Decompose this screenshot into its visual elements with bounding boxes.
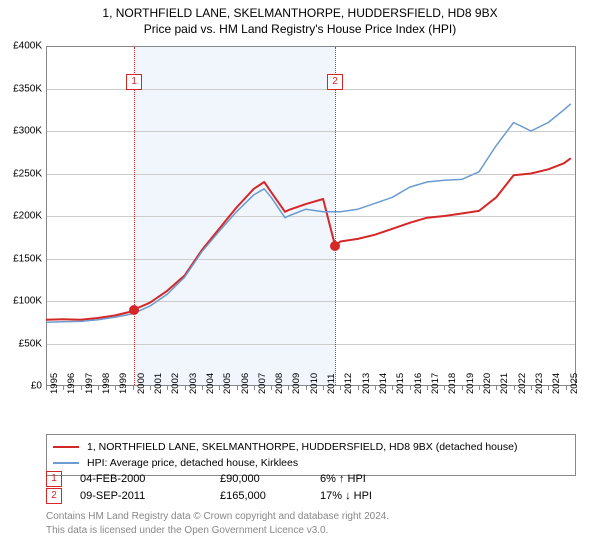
x-tick [392, 386, 393, 390]
y-axis-label: £350K [0, 83, 42, 94]
transaction-row: 2 09-SEP-2011 £165,000 17% ↓ HPI [46, 487, 576, 504]
y-axis-label: £300K [0, 126, 42, 137]
transaction-date: 09-SEP-2011 [80, 490, 220, 502]
transaction-marker-box: 1 [46, 471, 62, 487]
y-axis-label: £100K [0, 296, 42, 307]
x-tick [133, 386, 134, 390]
legend-label: 1, NORTHFIELD LANE, SKELMANTHORPE, HUDDE… [87, 441, 517, 453]
x-tick [63, 386, 64, 390]
x-tick [237, 386, 238, 390]
transaction-delta: 17% ↓ HPI [320, 490, 500, 502]
price-vs-hpi-chart: £0£50K£100K£150K£200K£250K£300K£350K£400… [46, 46, 576, 386]
arrow-up-icon: ↑ [339, 473, 345, 485]
x-tick [202, 386, 203, 390]
x-tick [323, 386, 324, 390]
transaction-date: 04-FEB-2000 [80, 473, 220, 485]
y-axis-label: £0 [0, 381, 42, 392]
title-line-1: 1, NORTHFIELD LANE, SKELMANTHORPE, HUDDE… [0, 6, 600, 20]
x-tick [479, 386, 480, 390]
legend-item: HPI: Average price, detached house, Kirk… [53, 455, 569, 471]
x-tick [219, 386, 220, 390]
x-tick [254, 386, 255, 390]
title-line-2: Price paid vs. HM Land Registry's House … [0, 22, 600, 36]
x-tick [548, 386, 549, 390]
attribution-line: Contains HM Land Registry data © Crown c… [46, 510, 389, 524]
arrow-down-icon: ↓ [345, 490, 351, 502]
y-axis-label: £150K [0, 253, 42, 264]
x-tick [566, 386, 567, 390]
x-tick [288, 386, 289, 390]
x-tick [410, 386, 411, 390]
series-price_paid [46, 158, 571, 320]
legend-swatch [53, 462, 79, 464]
x-tick [98, 386, 99, 390]
x-tick [427, 386, 428, 390]
x-tick [444, 386, 445, 390]
x-tick [150, 386, 151, 390]
x-tick [115, 386, 116, 390]
transaction-row: 1 04-FEB-2000 £90,000 6% ↑ HPI [46, 470, 576, 487]
x-tick [185, 386, 186, 390]
x-tick [46, 386, 47, 390]
x-tick [496, 386, 497, 390]
title-block: 1, NORTHFIELD LANE, SKELMANTHORPE, HUDDE… [0, 0, 600, 36]
attribution-text: Contains HM Land Registry data © Crown c… [46, 510, 389, 537]
y-axis-label: £50K [0, 338, 42, 349]
x-tick [306, 386, 307, 390]
x-tick [358, 386, 359, 390]
x-tick [340, 386, 341, 390]
x-tick [531, 386, 532, 390]
y-axis-label: £200K [0, 211, 42, 222]
legend-swatch [53, 446, 79, 448]
x-tick [514, 386, 515, 390]
x-tick [271, 386, 272, 390]
series-hpi [46, 104, 571, 322]
x-tick [462, 386, 463, 390]
x-tick [375, 386, 376, 390]
event-point [330, 241, 340, 251]
transaction-price: £90,000 [220, 473, 320, 485]
chart-lines-svg [46, 46, 576, 386]
y-axis-label: £250K [0, 168, 42, 179]
transaction-marker-box: 2 [46, 488, 62, 504]
transaction-price: £165,000 [220, 490, 320, 502]
attribution-line: This data is licensed under the Open Gov… [46, 524, 389, 538]
transactions-table: 1 04-FEB-2000 £90,000 6% ↑ HPI 2 09-SEP-… [46, 470, 576, 504]
legend-label: HPI: Average price, detached house, Kirk… [87, 457, 298, 469]
y-axis-label: £400K [0, 41, 42, 52]
legend-item: 1, NORTHFIELD LANE, SKELMANTHORPE, HUDDE… [53, 439, 569, 455]
event-point [129, 305, 139, 315]
x-tick [167, 386, 168, 390]
transaction-delta: 6% ↑ HPI [320, 473, 500, 485]
x-tick [81, 386, 82, 390]
